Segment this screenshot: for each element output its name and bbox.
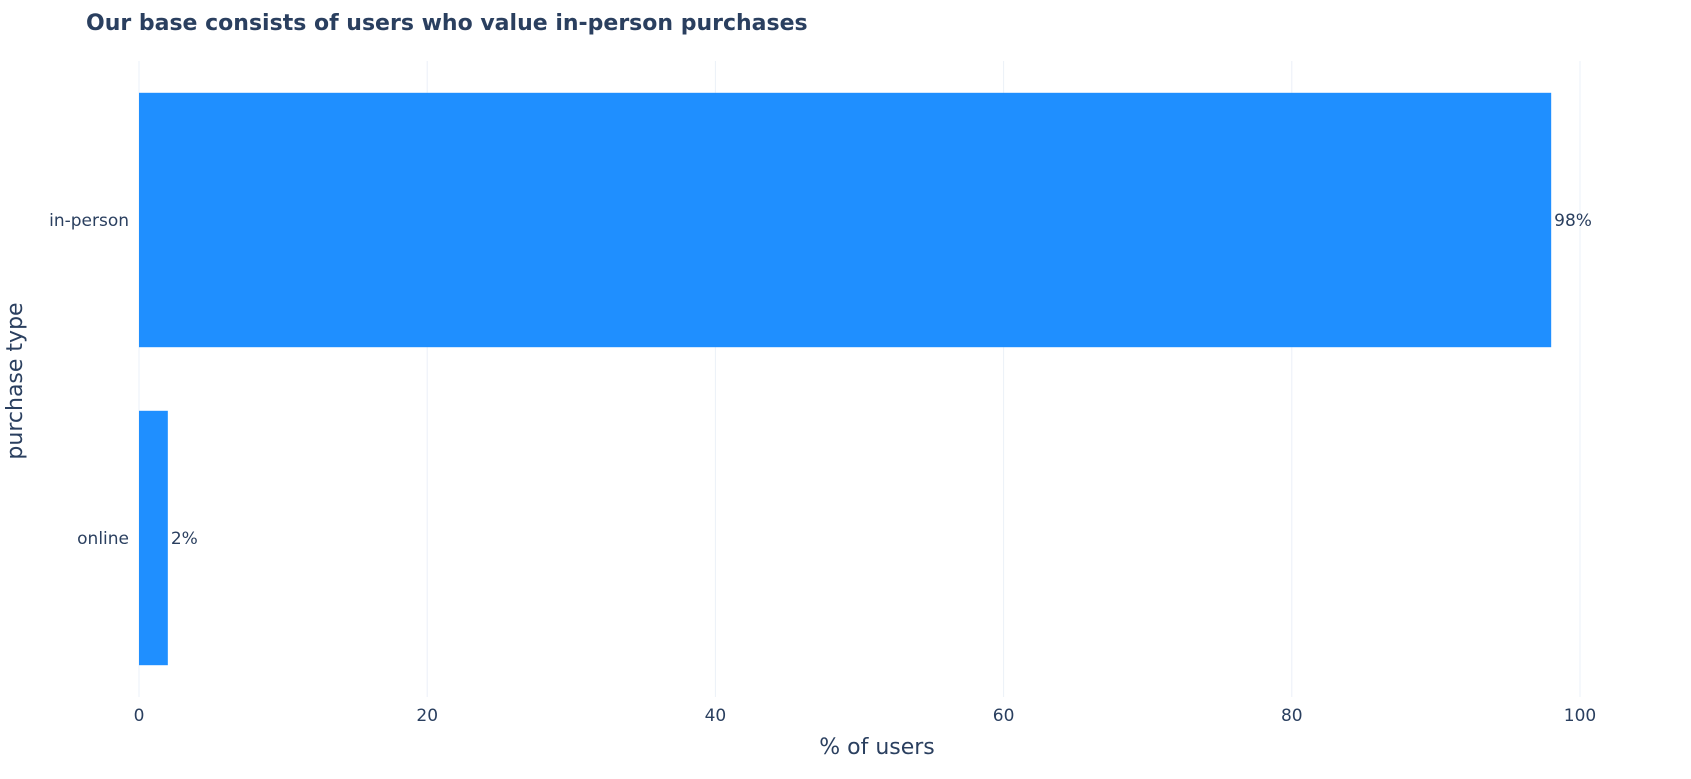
- x-tick-label: 20: [416, 706, 438, 726]
- bars: [139, 92, 1552, 666]
- x-tick-label: 60: [993, 706, 1015, 726]
- bar-online: [139, 410, 168, 666]
- y-axis-title: purchase type: [3, 302, 28, 459]
- x-axis-ticks: 0 20 40 60 80 100: [134, 706, 1597, 726]
- x-tick-label: 40: [705, 706, 727, 726]
- x-tick-label: 80: [1281, 706, 1303, 726]
- bar-value-label: 98%: [1554, 211, 1592, 231]
- y-tick-label: in-person: [49, 211, 129, 231]
- y-tick-label: online: [77, 529, 129, 549]
- x-tick-label: 0: [134, 706, 145, 726]
- bar-value-labels: 98% 2%: [171, 211, 1592, 549]
- bar-in-person: [139, 92, 1552, 348]
- x-tick-label: 100: [1564, 706, 1596, 726]
- bar-value-label: 2%: [171, 529, 198, 549]
- x-axis-title: % of users: [819, 735, 935, 760]
- y-axis-ticks: in-person online: [49, 211, 129, 549]
- chart-title: Our base consists of users who value in-…: [86, 11, 808, 36]
